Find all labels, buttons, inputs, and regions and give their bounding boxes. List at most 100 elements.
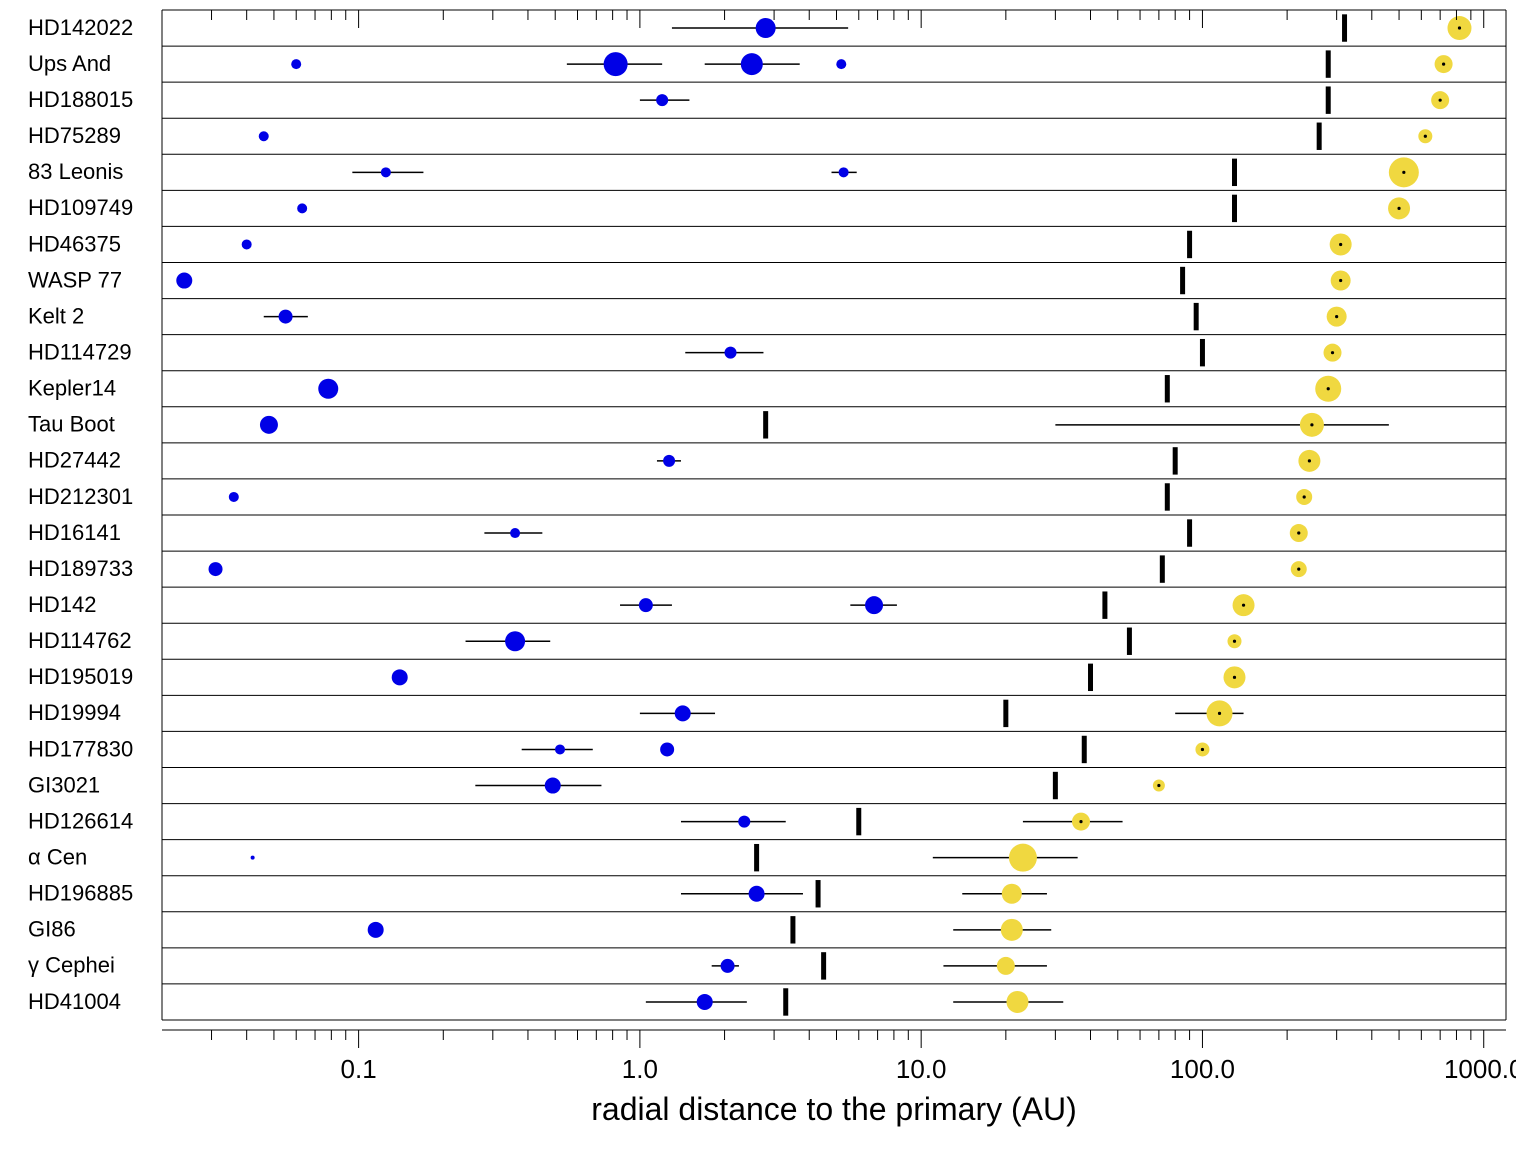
system-row: HD142 (28, 591, 1255, 618)
planet-marker (229, 492, 239, 502)
planet-marker (604, 52, 628, 76)
system-label: HD195019 (28, 664, 133, 689)
planet-marker (279, 310, 293, 324)
system-label: HD109749 (28, 195, 133, 220)
planet-marker (697, 994, 713, 1010)
system-label: HD142022 (28, 15, 133, 40)
planet-marker (741, 53, 763, 75)
companion-marker (1009, 844, 1037, 872)
chart-container: HD142022 Ups And HD188015 HD75289 83 Leonis H… (0, 0, 1516, 1160)
system-label: HD16141 (28, 520, 121, 545)
system-row: HD142022 (28, 14, 1471, 41)
planet-marker (291, 59, 301, 69)
companion-center-dot (1218, 712, 1221, 715)
companion-center-dot (1297, 568, 1300, 571)
planet-marker (259, 131, 269, 141)
companion-center-dot (1233, 640, 1236, 643)
planet-marker (260, 416, 278, 434)
chart-svg: HD142022 Ups And HD188015 HD75289 83 Leonis H… (0, 0, 1516, 1160)
system-label: HD114729 (28, 339, 132, 364)
companion-marker (1006, 991, 1028, 1013)
planet-marker (656, 94, 668, 106)
system-label: Kepler14 (28, 376, 116, 401)
system-row: HD109749 (28, 195, 1410, 222)
system-label: Tau Boot (28, 412, 115, 437)
x-tick-label: 10.0 (896, 1054, 947, 1084)
planet-marker (505, 631, 525, 651)
system-row: HD27442 (28, 447, 1320, 474)
companion-center-dot (1397, 207, 1400, 210)
planet-marker (555, 744, 565, 754)
companion-center-dot (1233, 676, 1236, 679)
system-label: HD19994 (28, 700, 121, 725)
system-label: HD46375 (28, 231, 121, 256)
system-row: Kelt 2 (28, 303, 1347, 330)
companion-center-dot (1327, 387, 1330, 390)
system-row: WASP 77 (28, 267, 1351, 294)
system-row: HD114762 (28, 628, 1241, 655)
system-row: HD212301 (28, 483, 1312, 510)
system-row: HD46375 (28, 231, 1352, 258)
system-row: HD75289 (28, 123, 1432, 150)
system-label: HD188015 (28, 87, 133, 112)
planet-marker (368, 922, 384, 938)
system-label: Kelt 2 (28, 303, 84, 328)
system-row: 83 Leonis (28, 157, 1419, 187)
companion-center-dot (1424, 135, 1427, 138)
companion-center-dot (1201, 748, 1204, 751)
system-label: GI86 (28, 917, 76, 942)
planet-marker (381, 167, 391, 177)
system-row: γ Cephei (28, 952, 1047, 979)
planet-marker (545, 778, 561, 794)
system-row: Ups And (28, 50, 1453, 77)
companion-center-dot (1157, 784, 1160, 787)
system-row: HD177830 (28, 736, 1209, 763)
companion-center-dot (1297, 531, 1300, 534)
companion-center-dot (1439, 99, 1442, 102)
system-row: GI86 (28, 916, 1051, 943)
system-label: HD114762 (28, 628, 132, 653)
planet-marker (725, 347, 737, 359)
planet-marker (675, 705, 691, 721)
planet-marker (297, 203, 307, 213)
x-axis-label: radial distance to the primary (AU) (591, 1091, 1077, 1127)
x-tick-label: 0.1 (341, 1054, 377, 1084)
system-row: HD126614 (28, 808, 1123, 835)
companion-marker (997, 957, 1015, 975)
system-label: HD177830 (28, 736, 133, 761)
system-label: HD41004 (28, 989, 121, 1014)
companion-center-dot (1303, 495, 1306, 498)
companion-center-dot (1310, 423, 1313, 426)
planet-marker (251, 856, 255, 860)
x-tick-label: 100.0 (1170, 1054, 1235, 1084)
system-label: HD189733 (28, 556, 133, 581)
companion-center-dot (1339, 243, 1342, 246)
system-label: HD27442 (28, 448, 121, 473)
planet-marker (839, 167, 849, 177)
system-row: HD16141 (28, 519, 1308, 546)
companion-center-dot (1339, 279, 1342, 282)
x-axis: 0.1 1.0 10.0 100.0 1000.0 radial distance to … (162, 10, 1516, 1127)
companion-marker (1001, 919, 1023, 941)
system-label: γ Cephei (28, 953, 115, 978)
companion-center-dot (1079, 820, 1082, 823)
companion-center-dot (1308, 459, 1311, 462)
planet-marker (318, 379, 338, 399)
system-label: GI3021 (28, 772, 100, 797)
planet-marker (721, 959, 735, 973)
system-label: 83 Leonis (28, 159, 123, 184)
system-row: α Cen (28, 844, 1078, 872)
x-tick-label: 1.0 (622, 1054, 658, 1084)
system-row: HD41004 (28, 988, 1063, 1015)
system-label: HD212301 (28, 484, 133, 509)
planet-marker (865, 596, 883, 614)
planet-marker (756, 18, 776, 38)
system-label: α Cen (28, 844, 87, 869)
system-label: HD126614 (28, 808, 133, 833)
x-tick-label: 1000.0 (1444, 1054, 1516, 1084)
system-row: HD195019 (28, 664, 1245, 691)
companion-center-dot (1458, 26, 1461, 29)
system-row: Tau Boot (28, 411, 1389, 438)
planet-marker (510, 528, 520, 538)
planet-marker (738, 816, 750, 828)
